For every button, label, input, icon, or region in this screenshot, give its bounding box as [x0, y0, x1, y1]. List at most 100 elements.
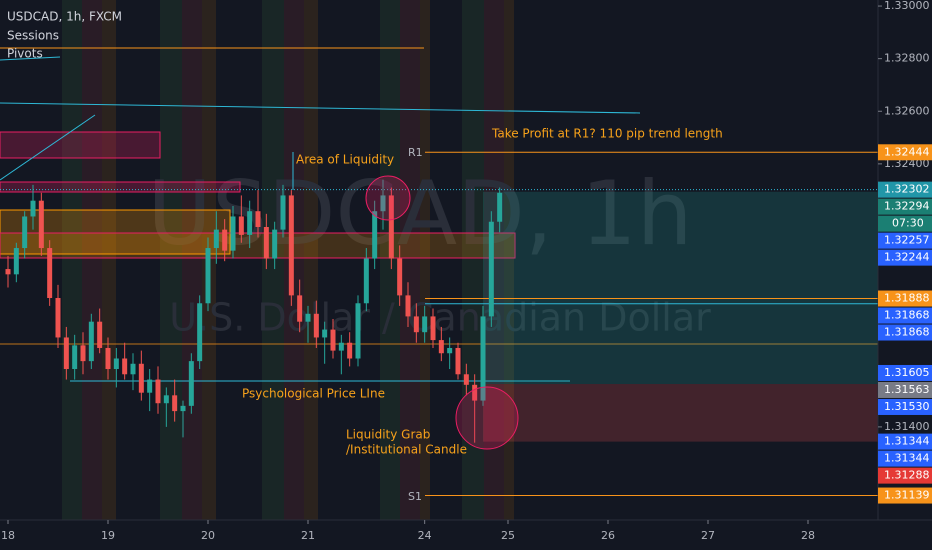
y-tick-label: 1.31400 — [884, 420, 930, 433]
price-tag — [878, 324, 932, 341]
candle-body — [72, 345, 78, 370]
candle-body — [247, 211, 253, 235]
session-stripe — [160, 0, 182, 520]
candle-body — [480, 316, 486, 401]
candle-body — [447, 347, 453, 354]
price-tag-label: 1.31563 — [884, 383, 930, 396]
x-tick-label: 28 — [801, 529, 815, 542]
candle-body — [55, 298, 61, 338]
candle-body — [80, 345, 86, 362]
price-tag — [878, 144, 932, 161]
price-tag — [878, 450, 932, 467]
candle-body — [30, 200, 36, 217]
candle-body — [497, 192, 503, 222]
candle-body — [263, 226, 269, 259]
candle-body — [297, 295, 303, 322]
x-tick-label: 24 — [418, 529, 432, 542]
session-stripe — [102, 0, 116, 520]
candle-body — [422, 316, 428, 333]
indicator[interactable]: Sessions — [7, 29, 59, 43]
session-stripe — [420, 0, 430, 520]
candle-body — [380, 195, 386, 212]
x-tick-label: 27 — [701, 529, 715, 542]
price-tag — [878, 381, 932, 398]
candle-body — [97, 321, 103, 348]
candle-body — [322, 329, 328, 338]
candle-body — [222, 229, 228, 251]
indicator[interactable]: Pivots — [7, 47, 43, 61]
candle-body — [405, 295, 411, 317]
price-tag — [878, 232, 932, 249]
y-tick-label: 1.33000 — [884, 0, 930, 12]
price-tag-label: 1.31530 — [884, 400, 930, 413]
price-tag — [878, 398, 932, 415]
session-stripe — [400, 0, 420, 520]
price-tag-label: 1.31288 — [884, 469, 930, 482]
candle-body — [288, 195, 294, 296]
candle-body — [63, 337, 69, 370]
y-tick-label: 1.32600 — [884, 104, 930, 117]
candle-body — [230, 216, 236, 251]
x-tick-label: 19 — [101, 529, 115, 542]
session-stripe — [82, 0, 102, 520]
x-tick-label: 26 — [601, 529, 615, 542]
candle-body — [38, 200, 44, 249]
candle-body — [238, 216, 244, 235]
candle-body — [122, 358, 128, 375]
session-stripe — [284, 0, 304, 520]
candle-body — [130, 363, 136, 375]
candle-body — [255, 211, 261, 227]
price-tag-label: 1.31605 — [884, 366, 930, 379]
watermark-subtitle: U.S. Dollar / Canadian Dollar — [169, 296, 711, 340]
candle-body — [372, 211, 378, 259]
annotation: S1 — [408, 490, 422, 503]
stop-zone — [483, 384, 878, 442]
price-tag — [878, 467, 932, 484]
candle-body — [355, 303, 361, 359]
candle-body — [397, 258, 403, 296]
session-stripe — [262, 0, 284, 520]
price-tag-label: 1.32294 — [884, 200, 930, 213]
annotation: Liquidity Grab — [346, 428, 430, 442]
candle-body — [205, 248, 211, 304]
annotation: Take Profit at R1? 110 pip trend length — [491, 127, 723, 141]
session-stripe — [504, 0, 514, 520]
candle-body — [88, 321, 94, 362]
price-tag-label: 1.31888 — [884, 292, 930, 305]
candle-body — [180, 405, 186, 412]
price-tag — [878, 364, 932, 381]
trend-line — [0, 56, 61, 61]
candle-body — [305, 313, 311, 322]
price-axis — [878, 0, 932, 550]
price-tag-label: 1.31344 — [884, 452, 930, 465]
session-stripe — [484, 0, 504, 520]
watermark: USDCAD, 1h — [147, 162, 692, 265]
price-tag-label: 1.32444 — [884, 145, 930, 158]
trend-line — [0, 102, 641, 114]
price-tag-label: 1.32257 — [884, 234, 930, 247]
candle-body — [138, 363, 144, 393]
candle-body — [213, 229, 219, 249]
target-zone — [483, 191, 878, 385]
candle-body — [413, 316, 419, 333]
zone — [0, 181, 241, 193]
session-stripe — [304, 0, 318, 520]
candle-body — [488, 221, 494, 317]
candle-body — [197, 303, 203, 362]
price-tag — [878, 487, 932, 504]
y-tick-label: 1.32800 — [884, 52, 930, 65]
session-stripes — [62, 0, 514, 520]
countdown-box — [878, 215, 932, 232]
x-tick-label: 20 — [201, 529, 215, 542]
candle-body — [5, 269, 11, 275]
price-tag — [878, 290, 932, 307]
session-stripe — [62, 0, 82, 520]
candle-body — [347, 342, 353, 359]
candle-body — [105, 347, 111, 370]
trend-line — [0, 114, 96, 181]
candle-body — [13, 248, 19, 275]
annotation: /Institutional Candle — [346, 443, 467, 457]
candle-body — [280, 195, 286, 230]
